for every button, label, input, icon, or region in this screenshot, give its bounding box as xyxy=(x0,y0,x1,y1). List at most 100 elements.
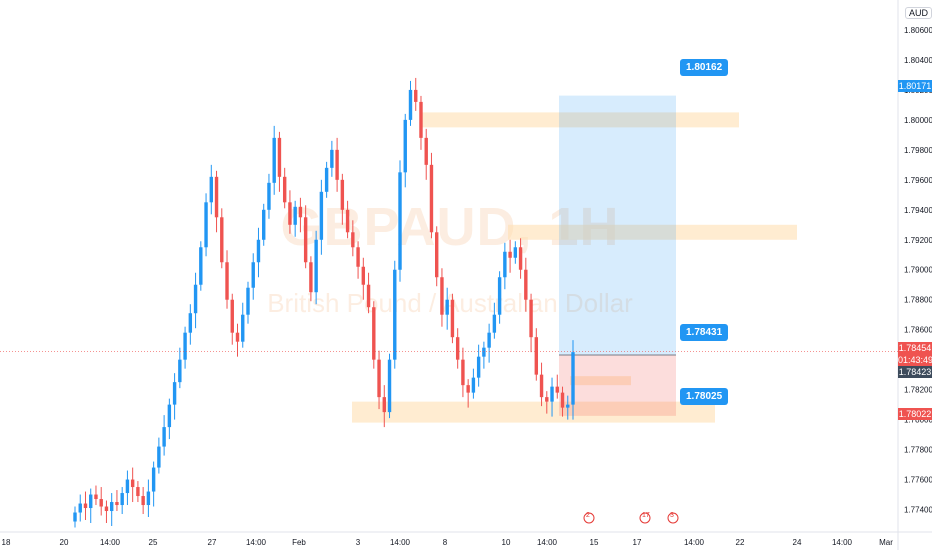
profit-zone xyxy=(559,95,676,356)
candle-body xyxy=(351,232,355,248)
x-tick-label: 22 xyxy=(736,538,745,547)
bid-price-tag: 1.78423 xyxy=(898,366,932,378)
candle-body xyxy=(508,251,512,258)
y-tick-label: 1.78200 xyxy=(904,386,932,395)
candle-body xyxy=(115,502,119,506)
event-marker-3[interactable]: 3 xyxy=(670,512,674,519)
candle-body xyxy=(435,232,439,278)
x-tick-label: Mar xyxy=(879,538,893,547)
x-tick-label: 15 xyxy=(590,538,599,547)
candle-body xyxy=(503,251,507,278)
candle-body xyxy=(566,404,570,408)
candle-body xyxy=(445,299,449,315)
y-tick-label: 1.79600 xyxy=(904,176,932,185)
candle-body xyxy=(193,284,198,314)
candle-body xyxy=(455,337,460,360)
candle-body xyxy=(398,172,402,270)
candle-body xyxy=(377,359,381,398)
candle-body xyxy=(330,149,334,168)
candle-body xyxy=(125,479,130,494)
candle-body xyxy=(282,176,287,203)
candle-body xyxy=(183,332,187,360)
y-tick-label: 1.77400 xyxy=(904,506,932,515)
event-marker-1[interactable]: 2 xyxy=(586,512,590,519)
candle-body xyxy=(157,446,161,468)
candle-body xyxy=(272,137,276,183)
candle-body xyxy=(461,359,465,386)
y-tick-label: 1.79200 xyxy=(904,236,932,245)
candle-body xyxy=(73,512,77,522)
y-tick-label: 1.80400 xyxy=(904,56,932,65)
event-icon xyxy=(583,512,595,524)
candle-body xyxy=(167,404,172,428)
candle-body xyxy=(209,176,213,203)
y-tick-label: 1.80600 xyxy=(904,26,932,35)
candle-body xyxy=(235,332,240,342)
x-tick-label: 27 xyxy=(208,538,217,547)
x-tick-label: 14:00 xyxy=(684,538,705,547)
candle-body xyxy=(309,262,313,293)
candle-body xyxy=(539,374,544,398)
candle-body xyxy=(141,496,145,506)
candle-body xyxy=(550,386,554,402)
y-tick-label: 1.79400 xyxy=(904,206,932,215)
candle-body xyxy=(471,377,476,393)
candle-body xyxy=(230,299,234,333)
candle-body xyxy=(414,89,418,102)
candle-body xyxy=(319,191,324,240)
candle-body xyxy=(251,262,255,288)
x-tick-label: 25 xyxy=(149,538,158,547)
candle-body xyxy=(482,347,486,357)
candle-body xyxy=(487,332,491,348)
candle-body xyxy=(366,284,371,308)
target-price-tag: 1.80171 xyxy=(898,80,932,92)
candle-body xyxy=(298,206,303,218)
candle-body xyxy=(178,359,182,383)
candle-body xyxy=(220,217,224,263)
target-callout[interactable]: 1.80162 xyxy=(680,59,729,76)
candle-body xyxy=(94,494,98,500)
currency-label[interactable]: AUD xyxy=(905,7,932,19)
candle-body xyxy=(120,493,124,506)
candle-body xyxy=(387,359,392,413)
candle-body xyxy=(361,266,366,285)
stop-price-tag: 1.78022 xyxy=(898,408,932,420)
candle-body xyxy=(476,356,481,378)
candle-body xyxy=(246,287,250,315)
candle-body xyxy=(345,209,350,233)
candle-body xyxy=(440,277,444,315)
candle-body xyxy=(524,269,528,300)
x-tick-label: 14:00 xyxy=(390,538,411,547)
candle-body xyxy=(497,277,502,315)
candle-body xyxy=(382,397,386,413)
candle-body xyxy=(419,101,423,138)
candle-body xyxy=(256,239,261,263)
y-tick-label: 1.78000 xyxy=(904,416,932,425)
x-tick-label: 10 xyxy=(502,538,511,547)
y-tick-label: 1.79800 xyxy=(904,146,932,155)
entry-callout[interactable]: 1.78431 xyxy=(680,324,729,341)
candle-body xyxy=(225,262,229,300)
candle-body xyxy=(534,337,539,375)
x-tick-label: 14:00 xyxy=(832,538,853,547)
candle-body xyxy=(450,299,455,338)
candle-body xyxy=(89,494,93,509)
candle-body xyxy=(83,503,88,509)
x-tick-label: 14:00 xyxy=(246,538,267,547)
event-marker-2[interactable]: 17 xyxy=(642,512,650,519)
candle-body xyxy=(146,491,151,506)
candle-body xyxy=(529,299,533,338)
candle-body xyxy=(199,247,203,285)
candle-body xyxy=(104,506,109,512)
y-tick-label: 1.78800 xyxy=(904,296,932,305)
candle-body xyxy=(172,382,177,405)
candle-body xyxy=(393,269,397,360)
y-tick-label: 1.80000 xyxy=(904,116,932,125)
stop-callout[interactable]: 1.78025 xyxy=(680,388,729,405)
event-icon xyxy=(639,512,651,524)
candle-body xyxy=(466,385,470,393)
candle-body xyxy=(429,164,434,233)
x-tick-label: 24 xyxy=(793,538,802,547)
candle-body xyxy=(130,479,135,488)
